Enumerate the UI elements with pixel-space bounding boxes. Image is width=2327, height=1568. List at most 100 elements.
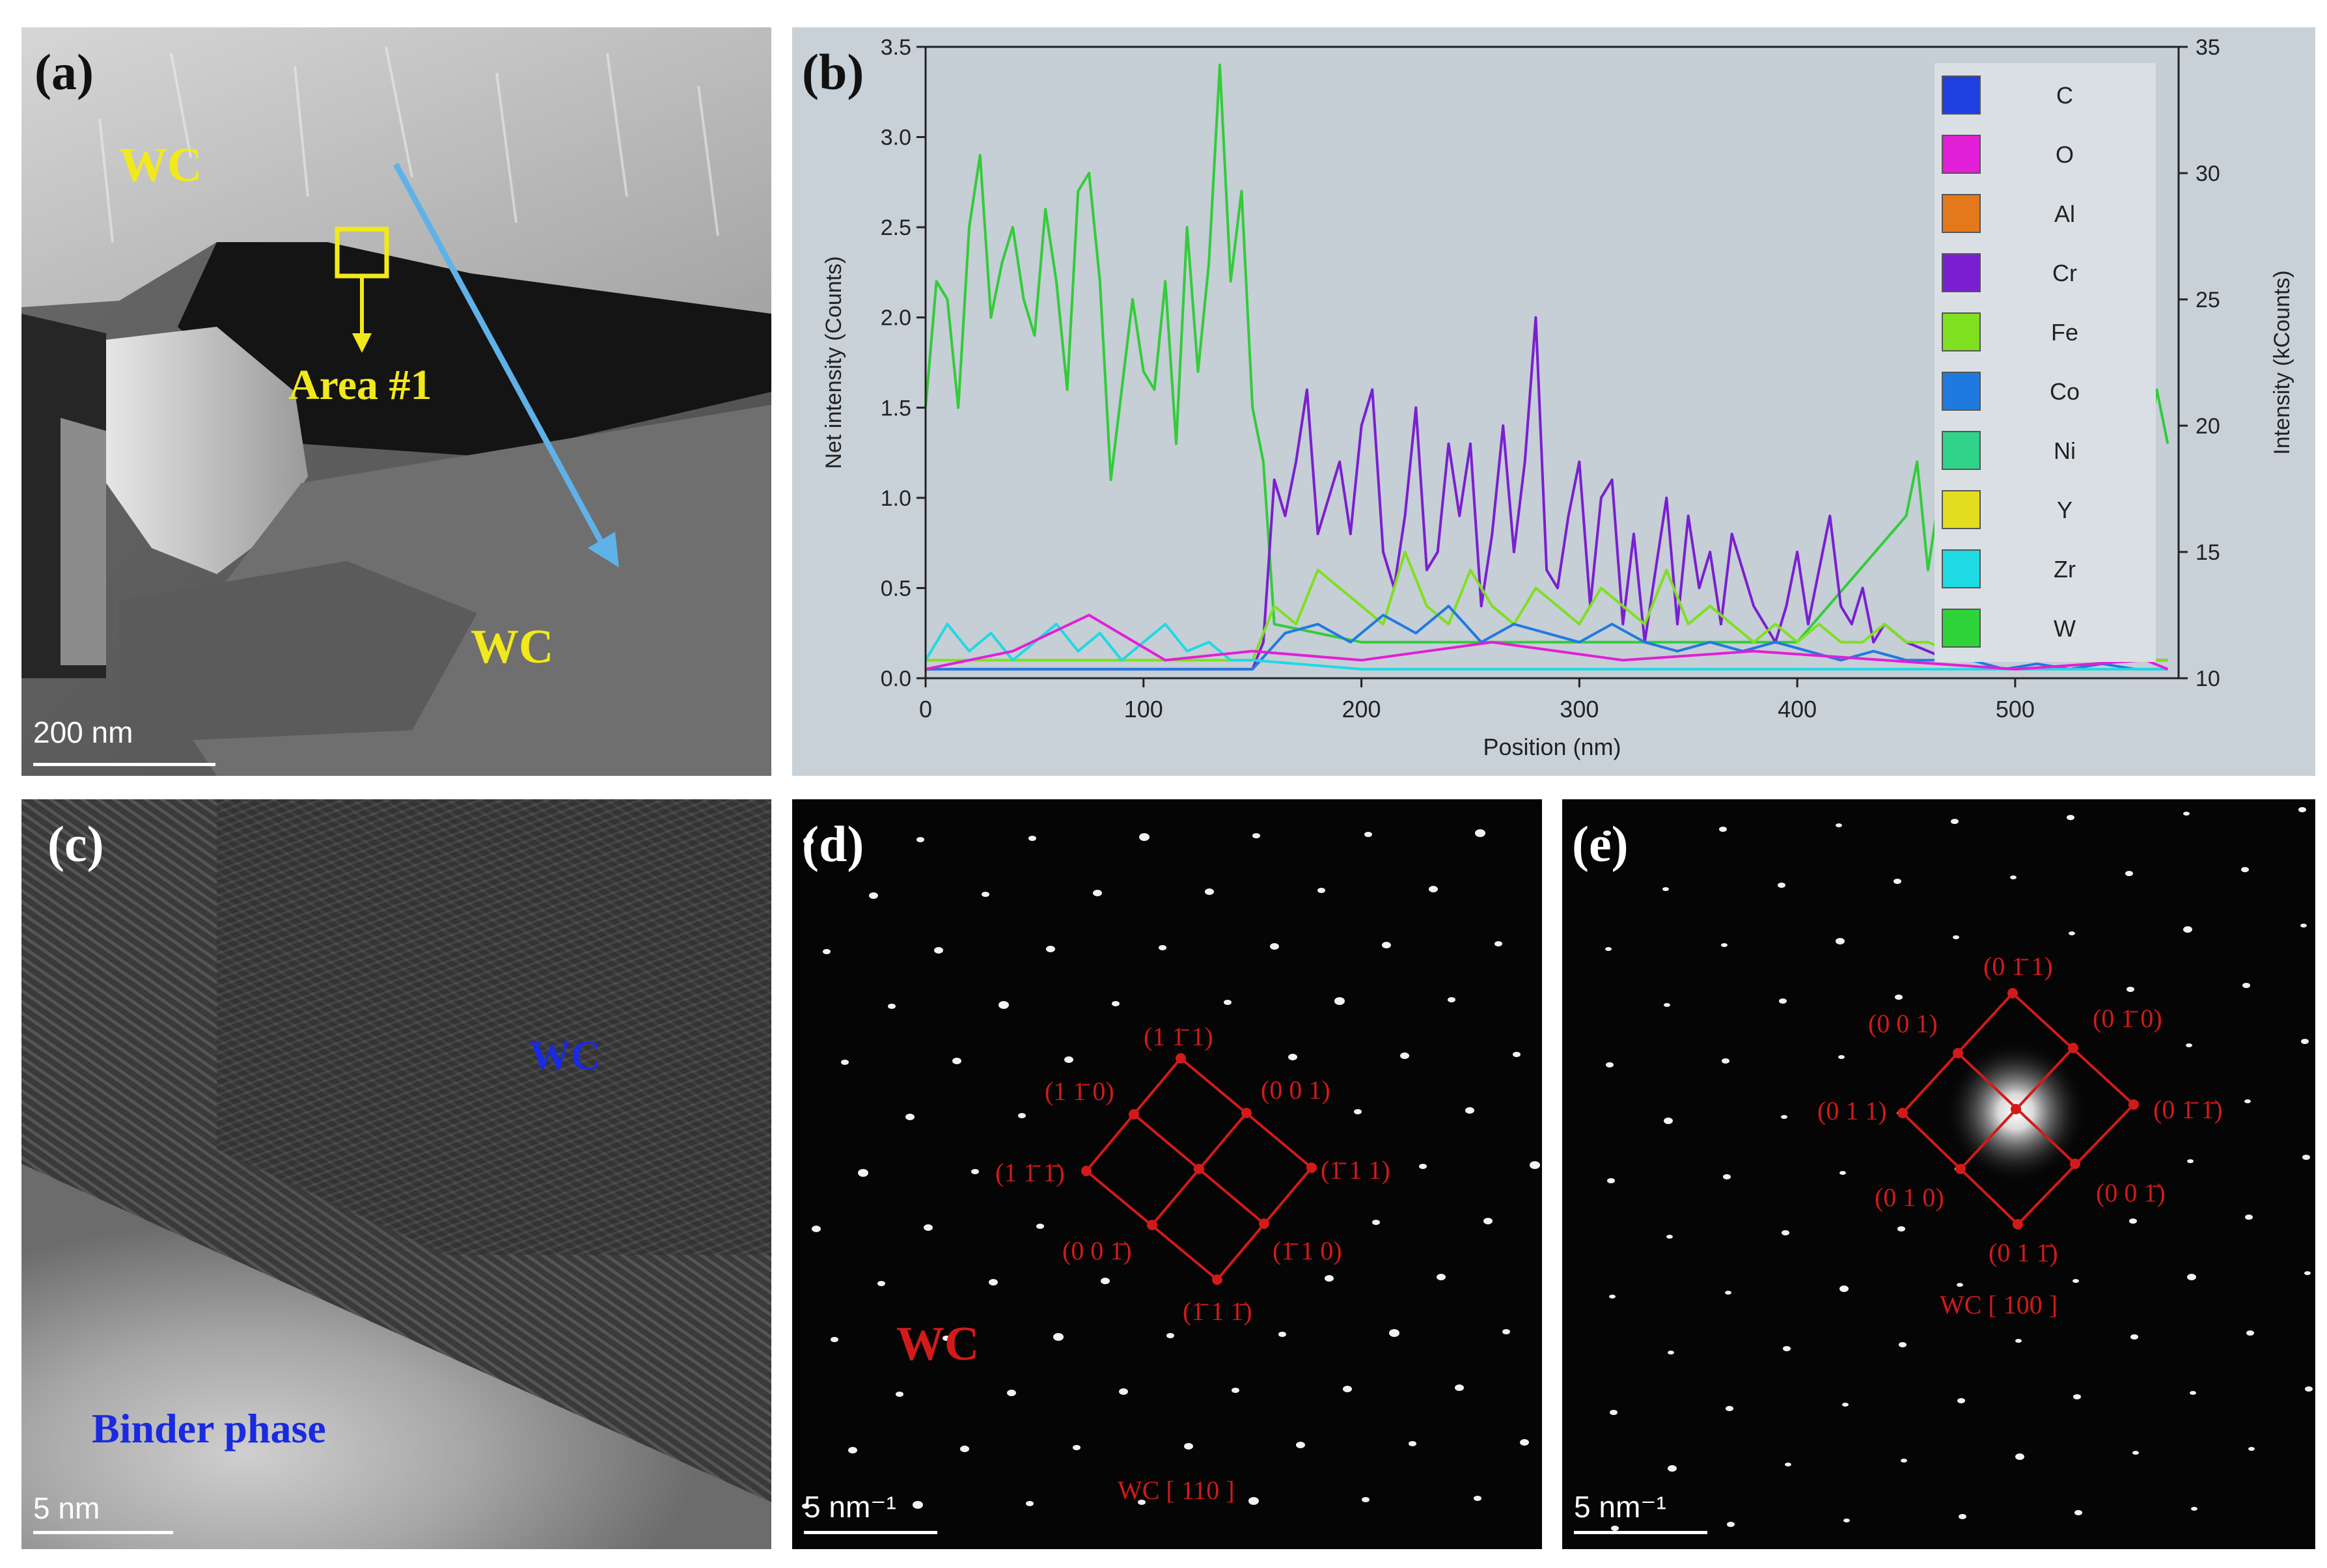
diffraction-spot xyxy=(1138,1500,1146,1505)
diffraction-spot xyxy=(2246,1330,2254,1336)
scale-bar-c xyxy=(33,1531,173,1534)
legend-label-O: O xyxy=(2056,141,2074,168)
diffraction-spot xyxy=(1957,1398,1965,1403)
zone-axis-d: WC [ 110 ] xyxy=(1118,1476,1235,1505)
diffraction-spot xyxy=(831,1337,838,1342)
index-right-d: (1̄ 1 1) xyxy=(1321,1155,1390,1185)
diffraction-spot xyxy=(1224,1000,1232,1005)
diffraction-spot xyxy=(2074,1510,2082,1515)
diffraction-spot xyxy=(1725,1291,1731,1295)
diffraction-spot xyxy=(1483,1218,1493,1224)
y-tick-label-1.5: 1.5 xyxy=(881,396,911,420)
wc-label-bottom: WC xyxy=(471,620,554,674)
diffraction-spot xyxy=(1465,1107,1474,1114)
diffraction-spot xyxy=(2242,983,2250,988)
y2-tick-label-20: 20 xyxy=(2196,414,2220,439)
diffraction-spot xyxy=(1334,997,1345,1005)
diffraction-spot xyxy=(869,892,878,899)
diffraction-spot xyxy=(1159,945,1166,950)
diffraction-spot xyxy=(1046,946,1055,952)
x-tick-label-0: 0 xyxy=(919,696,932,722)
panel-c-hrtem-image: (c) WC Binder phase 5 nm xyxy=(21,799,771,1549)
panel-label-d: (d) xyxy=(802,816,864,872)
diffraction-spot xyxy=(812,1226,821,1232)
scale-bar-label-e: 5 nm⁻¹ xyxy=(1574,1490,1666,1524)
x-tick-label-500: 500 xyxy=(1996,696,2035,722)
diffraction-spot xyxy=(2015,1453,2024,1460)
diffraction-spot xyxy=(1779,998,1787,1004)
eds-line-chart: 0 100 200 300 400 500 0.0 0.5 1.0 1.5 2.0 2.5 3.0 3.5… xyxy=(821,35,2294,760)
diffraction-spot xyxy=(960,1446,969,1452)
index-top-e: (0 1̄ 1) xyxy=(1983,952,2053,981)
y2-tick-label-35: 35 xyxy=(2196,35,2220,60)
diffraction-spot xyxy=(1842,1403,1849,1407)
diffraction-spot xyxy=(1722,1058,1729,1064)
scale-bar-label-a: 200 nm xyxy=(33,715,133,749)
y-tick-label-3.5: 3.5 xyxy=(881,35,911,60)
scale-bar-label-d: 5 nm⁻¹ xyxy=(804,1490,896,1524)
series-line-O xyxy=(925,614,2169,671)
diffraction-spot xyxy=(1112,1001,1120,1006)
legend-swatch-Y xyxy=(1942,490,1981,529)
diffraction-spot xyxy=(1781,1115,1787,1119)
diffraction-spot xyxy=(2186,1043,2192,1047)
line-scan-arrow-icon xyxy=(588,532,619,568)
diffraction-spot xyxy=(1232,1388,1239,1393)
diffraction-spot xyxy=(2132,1451,2139,1455)
diffraction-spot xyxy=(803,837,814,845)
diffraction-spot xyxy=(1455,1384,1464,1391)
diffraction-spot xyxy=(1494,941,1502,946)
diffraction-spot xyxy=(2241,867,2249,872)
diffraction-spot xyxy=(1959,1514,1966,1519)
diffraction-spot xyxy=(858,1169,868,1177)
index-lower-right-e: (0 0 1̄) xyxy=(2096,1178,2166,1207)
series-line-Zr xyxy=(924,622,2168,671)
diffraction-spot xyxy=(1362,1497,1370,1502)
diffraction-spot xyxy=(1603,831,1611,836)
legend-swatch-Ni xyxy=(1942,431,1981,470)
diffraction-spot xyxy=(1007,1390,1016,1396)
diffraction-spot xyxy=(1839,1171,1846,1175)
diffraction-spot xyxy=(1839,1286,1849,1292)
diffraction-spot xyxy=(2125,871,2133,876)
diffraction-spot xyxy=(2073,1394,2081,1399)
diffraction-spot xyxy=(2304,1271,2311,1275)
index-lower-left-e: (0 1 0) xyxy=(1875,1183,1944,1212)
index-bottom-d: (1̄ 1 1̄) xyxy=(1183,1297,1252,1326)
zone-axis-e: WC [ 100 ] xyxy=(1940,1290,2058,1319)
index-bottom-e: (0 1 1̄) xyxy=(1989,1238,2058,1267)
panel-label-c: (c) xyxy=(48,816,104,872)
diffraction-spot xyxy=(802,1504,810,1509)
diffraction-spot xyxy=(1475,829,1485,837)
diffraction-spot xyxy=(1382,942,1391,948)
diffraction-spot xyxy=(1166,1333,1174,1338)
diffraction-spot xyxy=(1028,836,1036,841)
diffraction-spot xyxy=(1278,1332,1286,1337)
legend-swatch-W xyxy=(1942,609,1981,648)
diffraction-spot xyxy=(1664,1003,1670,1007)
diffraction-spot xyxy=(1119,1388,1128,1395)
diffraction-spot xyxy=(1785,1463,1791,1466)
diffraction-spot xyxy=(1437,1274,1446,1280)
legend-label-Zr: Zr xyxy=(2054,556,2076,583)
y2-tick-label-15: 15 xyxy=(2196,540,2220,565)
x-tick-label-400: 400 xyxy=(1778,696,1817,722)
diffraction-spot xyxy=(1513,1052,1521,1057)
wc-label-d: WC xyxy=(896,1317,980,1371)
diffraction-spot xyxy=(2301,1039,2309,1044)
diffraction-spot xyxy=(2302,1155,2310,1160)
diffraction-spot xyxy=(905,1114,915,1120)
diffraction-spot xyxy=(1520,1439,1529,1446)
diffraction-spot xyxy=(2245,1215,2253,1220)
diffraction-spot xyxy=(1843,1519,1850,1522)
diffraction-spot xyxy=(1354,1109,1362,1114)
legend-label-Y: Y xyxy=(2057,497,2072,523)
scale-bar-d xyxy=(804,1531,937,1534)
diffraction-spot xyxy=(1723,1174,1731,1179)
stem-micrograph xyxy=(21,27,771,776)
diffraction-pattern-d: (1 1̄ 1) (1 1̄ 0) (0 0 1) (1 1̄ 1̄) (1̄ … xyxy=(802,829,1540,1509)
diffraction-spot xyxy=(1248,1497,1259,1505)
y-tick-label-0.0: 0.0 xyxy=(881,667,911,691)
diffraction-spot xyxy=(998,1001,1009,1009)
y2-tick-label-25: 25 xyxy=(2196,288,2220,312)
